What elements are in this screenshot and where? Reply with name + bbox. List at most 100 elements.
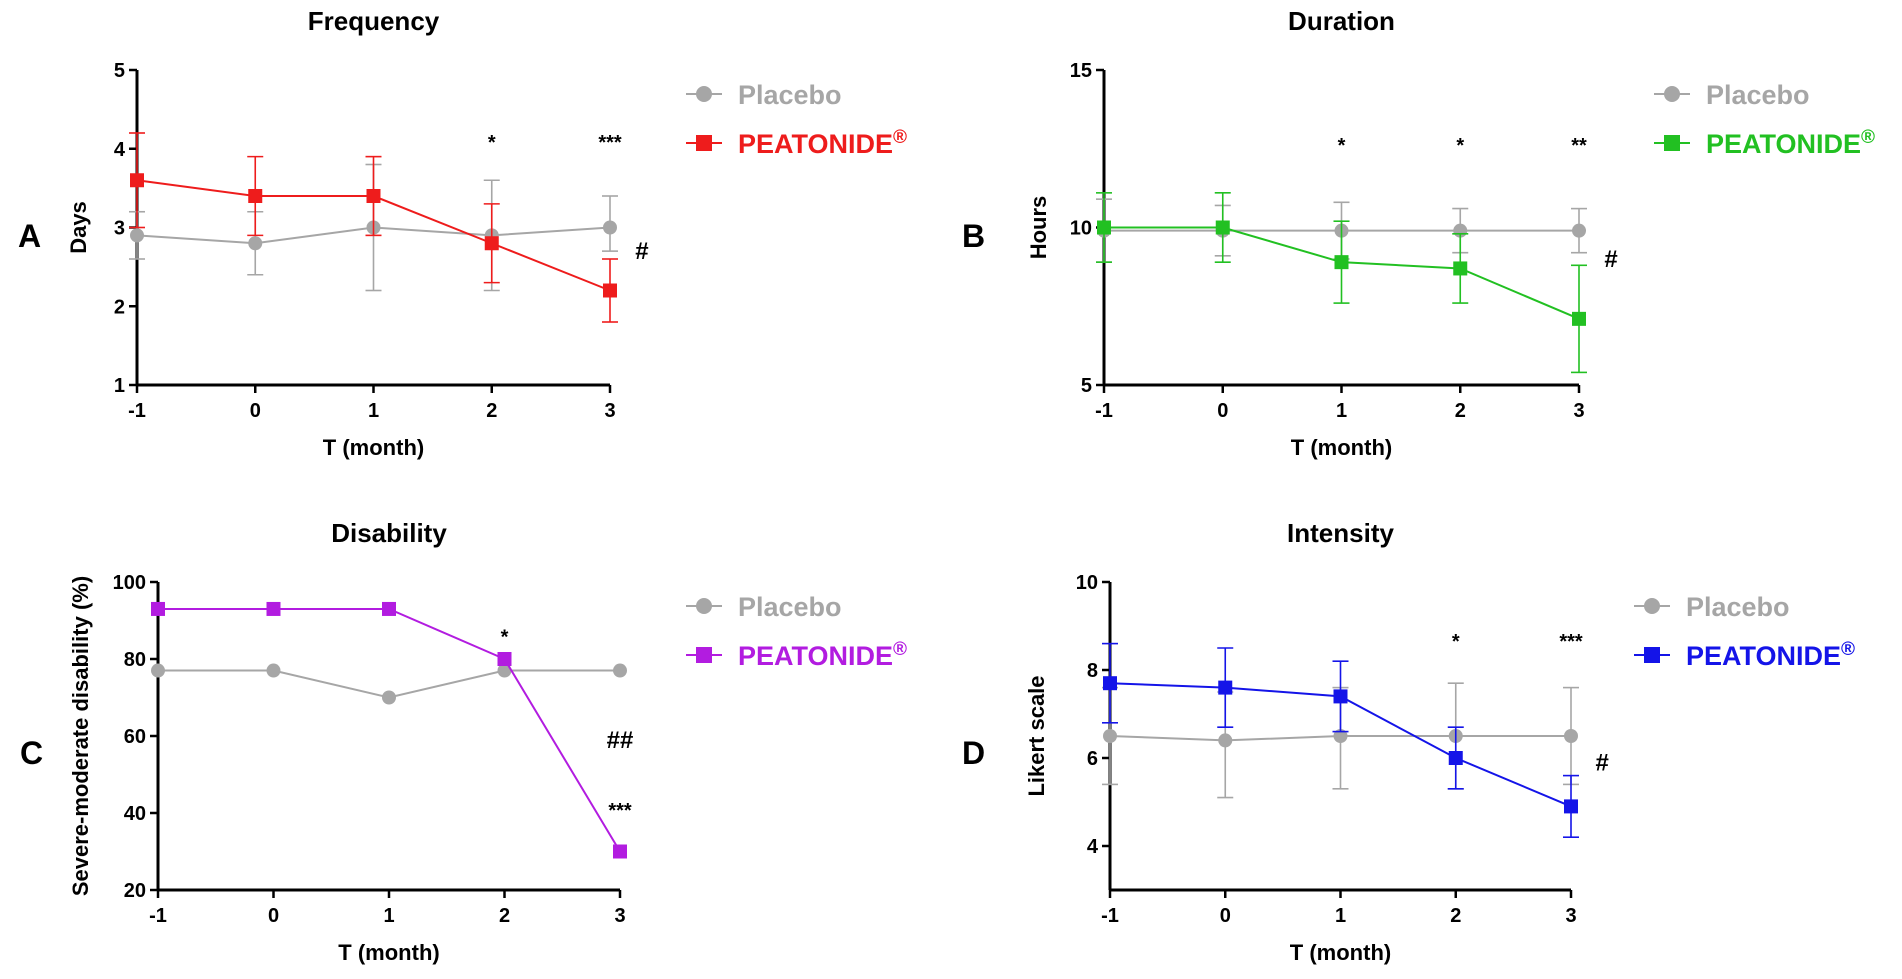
x-tick-label: 3 <box>604 400 615 422</box>
y-tick-label: 80 <box>124 649 146 671</box>
y-tick-label: 1 <box>114 375 125 397</box>
x-tick-label: -1 <box>149 905 167 927</box>
data-point <box>130 228 144 243</box>
x-tick-label: 2 <box>1455 400 1466 422</box>
legend-treatment-marker <box>1664 135 1680 151</box>
y-tick-label: 2 <box>114 296 125 318</box>
x-tick-label: 0 <box>1217 400 1228 422</box>
y-tick-label: 15 <box>1070 60 1092 82</box>
data-point <box>613 844 627 859</box>
x-axis-label: T (month) <box>1290 940 1391 965</box>
significance-annotation: ** <box>1571 135 1587 157</box>
x-tick-label: 1 <box>1335 905 1346 927</box>
data-point <box>1564 729 1578 743</box>
data-point <box>248 236 263 251</box>
data-point <box>1572 311 1586 326</box>
x-tick-label: 0 <box>268 905 279 927</box>
registered-mark: ® <box>893 127 907 148</box>
y-tick-label: 10 <box>1076 572 1098 594</box>
series-peatonide <box>151 601 627 859</box>
legend-placebo-marker <box>696 598 712 614</box>
data-point <box>1218 733 1233 748</box>
significance-annotation: * <box>1456 135 1464 157</box>
chart-title: Intensity <box>1287 518 1394 548</box>
data-point <box>151 663 165 678</box>
y-tick-label: 4 <box>1087 836 1099 858</box>
data-point <box>382 690 396 705</box>
panel-c: Disability C 20 40 60 80 100 -1 0 1 2 3 T (month) Sev… <box>20 518 907 965</box>
data-point <box>603 283 617 298</box>
legend-treatment-label: PEATONIDE® <box>1706 127 1875 159</box>
data-point <box>1564 799 1578 814</box>
data-point <box>1103 676 1117 691</box>
data-point <box>130 173 144 188</box>
data-point <box>248 189 263 203</box>
registered-mark: ® <box>893 639 907 660</box>
x-tick-label: -1 <box>1095 400 1113 422</box>
panel-letter: B <box>962 218 985 254</box>
y-tick-label: 100 <box>113 572 146 594</box>
y-tick-label: 4 <box>114 139 126 161</box>
data-point <box>151 601 165 616</box>
legend-placebo-marker <box>1644 598 1660 614</box>
series-line <box>158 607 621 853</box>
significance-annotation: *** <box>1559 631 1583 653</box>
x-tick-label: 2 <box>486 400 497 422</box>
legend: Placebo PEATONIDE® <box>686 592 907 671</box>
chart-title: Duration <box>1288 6 1395 36</box>
legend-treatment-label: PEATONIDE® <box>738 127 907 159</box>
legend: Placebo PEATONIDE® <box>1634 592 1855 671</box>
significance-annotation: # <box>635 238 648 265</box>
x-axis-label: T (month) <box>338 940 439 965</box>
y-tick-label: 3 <box>114 218 125 240</box>
significance-annotation: # <box>1595 749 1608 776</box>
legend-treatment-label: PEATONIDE® <box>738 639 907 671</box>
y-axis-label: Severe-moderate disability (%) <box>68 576 93 896</box>
legend-placebo-label: Placebo <box>1706 80 1810 110</box>
legend-treatment-label: PEATONIDE® <box>1686 639 1855 671</box>
y-axis-label: Hours <box>1026 196 1051 260</box>
x-tick-label: 1 <box>1336 400 1347 422</box>
legend: Placebo PEATONIDE® <box>686 80 907 159</box>
x-tick-label: 3 <box>1573 400 1584 422</box>
data-point <box>1103 729 1117 743</box>
y-tick-label: 10 <box>1070 218 1092 240</box>
data-point <box>484 236 499 251</box>
significance-annotation: * <box>501 627 509 649</box>
x-tick-label: 0 <box>250 400 261 422</box>
data-point <box>1218 680 1233 695</box>
legend-placebo-label: Placebo <box>738 80 842 110</box>
panel-letter: D <box>962 735 985 771</box>
legend-treatment-marker <box>696 647 712 663</box>
x-tick-label: 3 <box>1565 905 1576 927</box>
x-tick-label: 0 <box>1220 905 1231 927</box>
data-point <box>1334 255 1349 270</box>
data-point <box>266 663 281 678</box>
data-point <box>366 189 381 203</box>
series-peatonide <box>129 132 618 323</box>
significance-annotation: * <box>1452 631 1460 653</box>
y-tick-label: 20 <box>124 880 146 902</box>
data-point <box>1448 751 1463 765</box>
x-axis-label: T (month) <box>323 435 424 460</box>
y-tick-label: 8 <box>1087 660 1098 682</box>
panel-letter: C <box>20 735 43 771</box>
data-point <box>497 663 512 678</box>
legend-placebo-label: Placebo <box>1686 592 1790 622</box>
y-tick-label: 5 <box>114 60 125 82</box>
significance-annotation: *** <box>608 800 632 822</box>
significance-annotation: ## <box>607 727 634 754</box>
significance-annotation: *** <box>598 132 622 154</box>
y-axis-label: Likert scale <box>1024 675 1049 796</box>
data-point <box>1333 689 1348 704</box>
legend-treatment-marker <box>696 135 712 151</box>
data-point <box>613 663 627 678</box>
data-point <box>382 601 396 616</box>
x-tick-label: 1 <box>368 400 379 422</box>
y-tick-label: 60 <box>124 726 146 748</box>
legend-placebo-label: Placebo <box>738 592 842 622</box>
data-point <box>1097 220 1111 235</box>
